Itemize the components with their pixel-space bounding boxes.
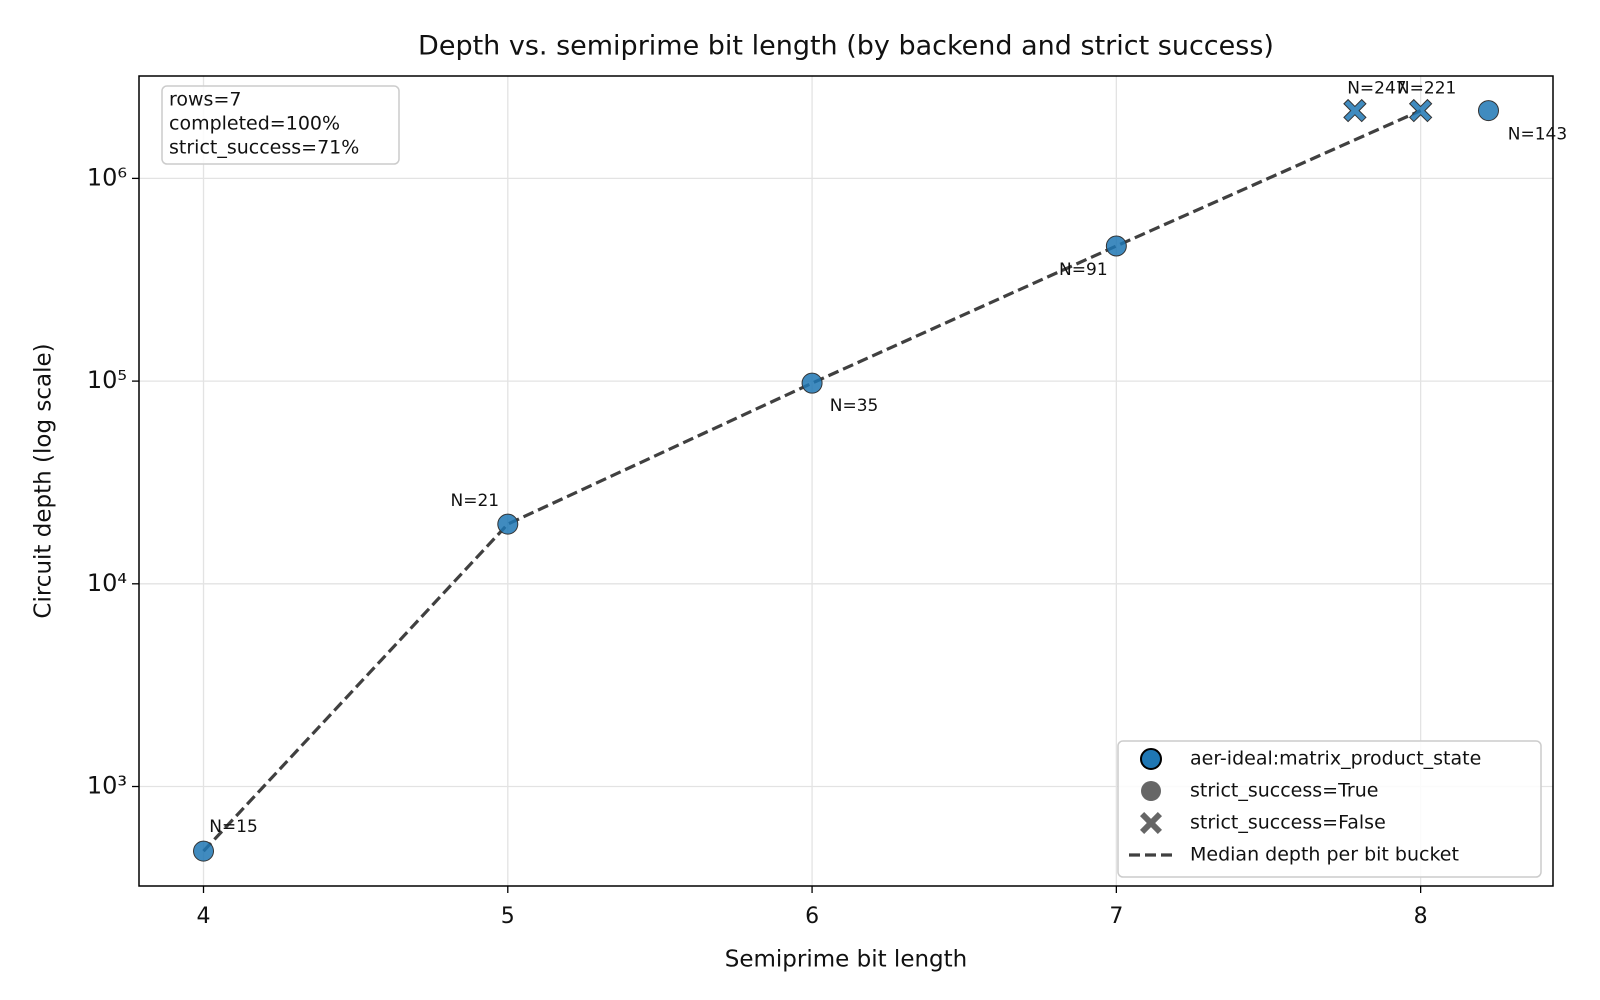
legend-marker	[1140, 748, 1162, 770]
point-label: N=21	[450, 491, 499, 511]
point-label: N=247	[1347, 79, 1406, 99]
median-line	[202, 109, 1422, 853]
legend-label: strict_success=True	[1190, 780, 1378, 802]
point	[1105, 235, 1127, 257]
point	[497, 513, 519, 535]
y-tick-label: 10³	[87, 772, 127, 800]
legend-label: aer-ideal:matrix_product_state	[1190, 748, 1481, 770]
point	[1477, 100, 1499, 122]
plot-frame	[138, 75, 1554, 887]
point	[801, 372, 823, 394]
x-tick-label: 7	[1109, 904, 1123, 929]
chart-title: Depth vs. semiprime bit length (by backe…	[418, 31, 1274, 62]
point-label: N=35	[830, 396, 879, 416]
x-tick-label: 6	[805, 904, 819, 929]
point-label: N=221	[1397, 79, 1456, 99]
annotation: rows=7	[169, 89, 241, 111]
point	[1343, 98, 1367, 123]
y-tick-label: 10⁶	[87, 163, 127, 191]
y-axis-label: Circuit depth (log scale)	[31, 343, 57, 618]
annotation: completed=100%	[169, 113, 340, 135]
x-tick-label: 4	[197, 904, 211, 929]
legend-label: strict_success=False	[1190, 812, 1386, 834]
x-tick-label: 8	[1414, 904, 1428, 929]
point-label: N=143	[1508, 125, 1567, 145]
x-tick-label: 5	[501, 904, 515, 929]
y-tick-label: 10⁴	[87, 569, 127, 597]
info-box	[161, 85, 400, 165]
point	[1408, 98, 1433, 123]
y-tick-label: 10⁵	[87, 366, 127, 394]
point	[193, 840, 215, 862]
x-axis-label: Semiprime bit length	[725, 947, 968, 973]
point-label: N=91	[1059, 260, 1108, 280]
legend-box	[1117, 740, 1542, 878]
legend-label: Median depth per bit bucket	[1190, 844, 1459, 866]
legend-marker	[1141, 781, 1161, 801]
point-label: N=15	[209, 817, 258, 837]
annotation: strict_success=71%	[169, 137, 359, 159]
legend-marker	[1140, 812, 1162, 834]
